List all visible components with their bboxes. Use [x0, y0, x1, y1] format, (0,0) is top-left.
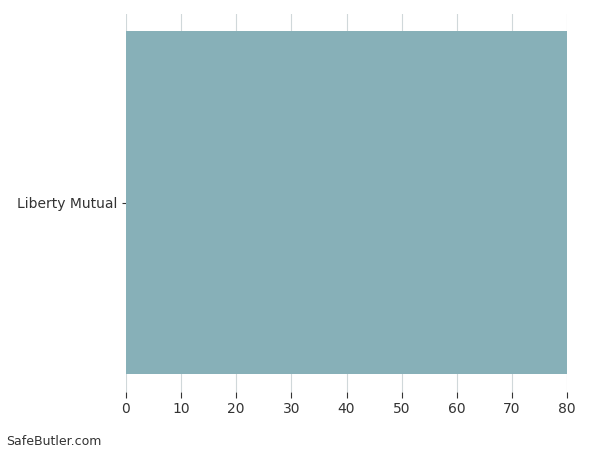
Text: SafeButler.com: SafeButler.com: [6, 435, 101, 448]
